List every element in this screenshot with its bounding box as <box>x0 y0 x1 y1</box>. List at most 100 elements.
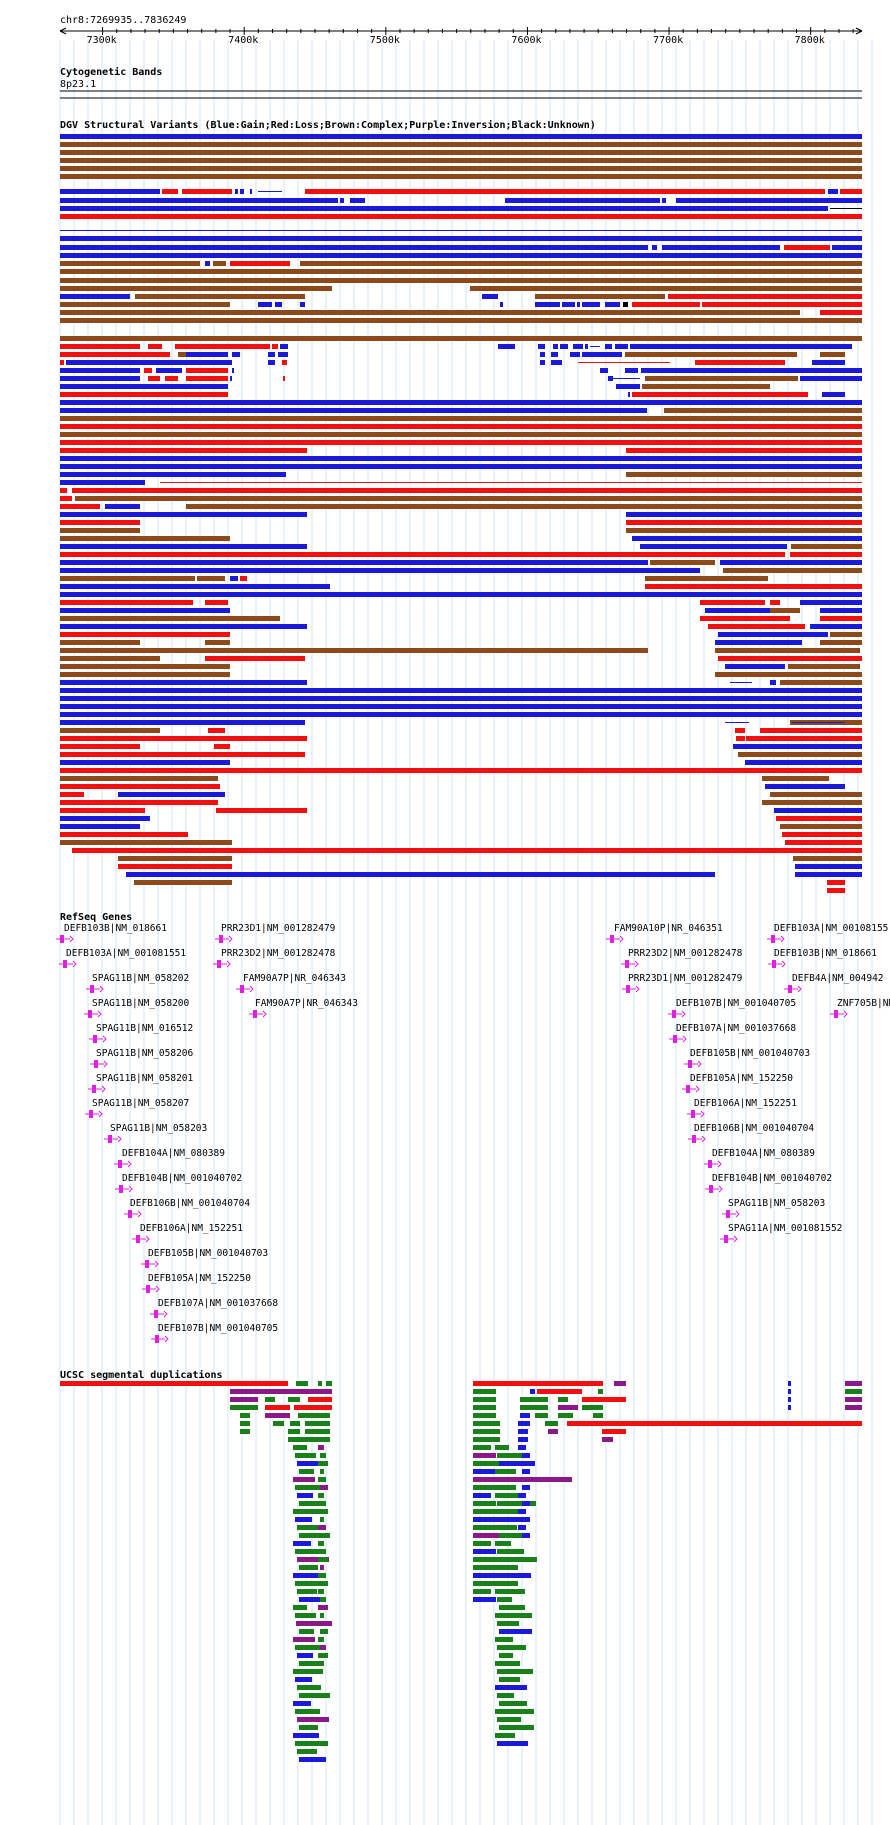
ruler-tick-label: 7800k <box>794 35 825 46</box>
variant-bar <box>186 368 228 373</box>
variant-bar <box>723 568 862 573</box>
segdup-bar <box>326 1381 332 1386</box>
segdup-bar <box>297 1461 325 1466</box>
gene-label[interactable]: SPAG11B|NM_058207 <box>92 1098 190 1109</box>
segdup-bar <box>293 1733 319 1738</box>
variant-bar <box>746 736 862 741</box>
gene-label[interactable]: FAM90A10P|NR_046351 <box>614 923 723 934</box>
gene-strand-arrow <box>780 935 785 943</box>
gene-label[interactable]: SPAG11B|NM_058206 <box>96 1048 194 1059</box>
gene-label[interactable]: DEFB106B|NM_001040704 <box>694 1123 815 1134</box>
gene-label[interactable]: PRR23D1|NM_001282479 <box>628 973 743 984</box>
gene-label[interactable]: DEFB104B|NM_001040702 <box>122 1173 243 1184</box>
segdup-bar <box>320 1485 328 1490</box>
segdup-bar <box>614 1381 626 1386</box>
gene-label[interactable]: DEFB105A|NM_152250 <box>148 1273 251 1284</box>
gene-label[interactable]: SPAG11B|NM_058200 <box>92 998 190 1009</box>
segdup-bar <box>293 1573 319 1578</box>
gene-label[interactable]: ZNF705B|NM <box>837 998 890 1009</box>
gene-label[interactable]: DEFB103B|NM_018661 <box>774 948 877 959</box>
segdup-bar <box>495 1493 523 1498</box>
segdup-bar <box>320 1517 324 1522</box>
gene-label[interactable]: DEFB106A|NM_152251 <box>694 1098 797 1109</box>
segdup-bar <box>497 1693 514 1698</box>
variant-bar <box>60 424 862 429</box>
gene-label[interactable]: DEFB103A|NM_00108155 <box>774 923 889 934</box>
variant-bar <box>60 552 648 557</box>
gene-label[interactable]: SPAG11B|NM_058201 <box>96 1073 194 1084</box>
gene-strand-arrow <box>682 1035 687 1043</box>
variant-bar <box>60 632 230 637</box>
variant-bar <box>60 269 862 274</box>
gene-label[interactable]: DEFB107A|NM_001037668 <box>158 1298 279 1309</box>
gene-label[interactable]: DEFB104A|NM_080389 <box>122 1148 225 1159</box>
variant-bar <box>60 134 862 139</box>
gene-strand-arrow <box>717 1160 722 1168</box>
gene-label[interactable]: SPAG11B|NM_058203 <box>110 1123 208 1134</box>
gene-strand-arrow <box>145 1235 150 1243</box>
gene-label[interactable]: DEFB107B|NM_001040705 <box>676 998 797 1009</box>
dgv-track-title[interactable]: DGV Structural Variants (Blue:Gain;Red:L… <box>60 120 596 131</box>
gene-label[interactable]: FAM90A7P|NR_046343 <box>243 973 346 984</box>
variant-bar <box>776 816 862 821</box>
variant-bar <box>535 302 560 307</box>
variant-bar <box>60 286 332 291</box>
gene-label[interactable]: DEFB106B|NM_001040704 <box>130 1198 251 1209</box>
variant-bar <box>623 302 628 307</box>
variant-bar <box>470 286 862 291</box>
gene-label[interactable]: DEFB107A|NM_001037668 <box>676 1023 797 1034</box>
gene-label[interactable]: PRR23D2|NM_001282478 <box>221 948 336 959</box>
variant-bar <box>735 728 745 733</box>
variant-bar <box>197 576 225 581</box>
gene-label[interactable]: DEFB104B|NM_001040702 <box>712 1173 833 1184</box>
variant-bar <box>60 253 862 258</box>
segdup-bar <box>288 1429 300 1434</box>
variant-bar <box>278 352 288 357</box>
gene-label[interactable]: DEFB107B|NM_001040705 <box>158 1323 279 1334</box>
gene-label[interactable]: DEFB104A|NM_080389 <box>712 1148 815 1159</box>
segdup-bar <box>473 1445 491 1450</box>
segdup-bar <box>273 1421 284 1426</box>
segdup-bar <box>558 1397 568 1402</box>
gene-label[interactable]: DEFB106A|NM_152251 <box>140 1223 243 1234</box>
variant-bar <box>828 189 838 194</box>
gene-label[interactable]: DEFB105B|NM_001040703 <box>148 1248 269 1259</box>
variant-bar <box>60 360 64 365</box>
variant-bar <box>60 592 862 597</box>
gene-label[interactable]: SPAG11A|NM_001081552 <box>728 1223 843 1234</box>
variant-bar <box>60 800 218 805</box>
gene-label[interactable]: DEFB105B|NM_001040703 <box>690 1048 811 1059</box>
gene-label[interactable]: DEFB105A|NM_152250 <box>690 1073 793 1084</box>
variant-bar <box>708 624 805 629</box>
variant-bar <box>645 584 862 589</box>
cytoband-track-title[interactable]: Cytogenetic Bands <box>60 67 163 78</box>
gene-label[interactable]: FAM90A7P|NR_046343 <box>255 998 358 1009</box>
gene-strand-arrow <box>700 1110 705 1118</box>
gene-label[interactable]: SPAG11B|NM_058202 <box>92 973 190 984</box>
variant-bar <box>793 856 862 861</box>
gene-label[interactable]: DEFB103A|NM_001081551 <box>66 948 187 959</box>
segdup-bar <box>295 1613 316 1618</box>
variant-bar <box>770 600 780 605</box>
segdup-track-title[interactable]: UCSC segmental duplications <box>60 1370 223 1381</box>
gene-label[interactable]: DEFB103B|NM_018661 <box>64 923 167 934</box>
gene-label[interactable]: PRR23D1|NM_001282479 <box>221 923 336 934</box>
variant-bar <box>570 352 580 357</box>
segdup-bar <box>473 1493 491 1498</box>
gene-label[interactable]: DEFB4A|NM_004942 <box>792 973 884 984</box>
segdup-bar <box>295 1549 320 1554</box>
refseq-track-title[interactable]: RefSeq Genes <box>60 912 133 923</box>
segdup-bar <box>240 1421 250 1426</box>
variant-bar <box>72 848 862 853</box>
gene-strand-arrow <box>103 1060 108 1068</box>
gene-label[interactable]: PRR23D2|NM_001282478 <box>628 948 743 959</box>
gene-label[interactable]: SPAG11B|NM_016512 <box>96 1023 194 1034</box>
segdup-bar <box>520 1405 548 1410</box>
segdup-bar <box>497 1669 533 1674</box>
gene-label[interactable]: SPAG11B|NM_058203 <box>728 1198 826 1209</box>
variant-bar <box>148 344 162 349</box>
segdup-bar <box>537 1389 582 1394</box>
variant-bar <box>60 206 828 211</box>
variant-bar <box>205 656 305 661</box>
